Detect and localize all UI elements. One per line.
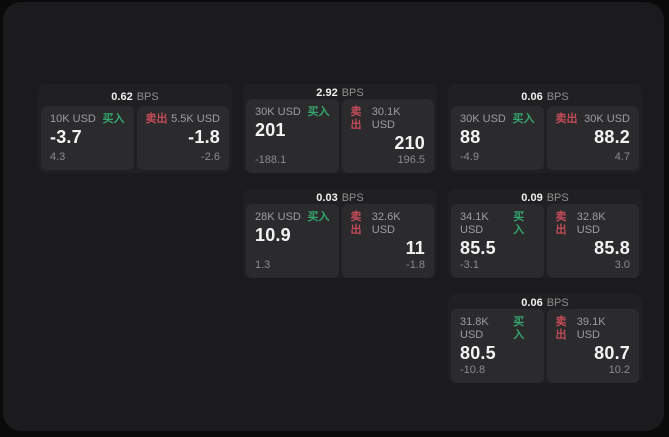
- buy-amount: 28K USD: [255, 211, 301, 223]
- buy-amount: 34.1K USD: [460, 211, 489, 236]
- sell-delta: -1.8: [406, 259, 425, 271]
- buy-amount: 31.8K USD: [460, 316, 489, 341]
- sell-delta: 10.2: [608, 364, 630, 376]
- sell-tag: 卖出: [145, 113, 168, 125]
- sell-amount: 30K USD: [584, 113, 630, 125]
- buy-price: 85.5: [460, 238, 496, 258]
- sell-tag: 卖出: [350, 211, 362, 236]
- sell-tag: 卖出: [555, 113, 578, 125]
- main-panel: 0.62 BPS 10K USD 买入 -3.7 4.3 卖出 5.5K USD: [3, 2, 664, 431]
- sell-price: 11: [405, 238, 425, 258]
- card-header: 0.06 BPS: [451, 87, 639, 106]
- bps-unit-label: BPS: [341, 192, 364, 204]
- sell-quote-tile[interactable]: 卖出 30K USD 88.2 4.7: [546, 106, 639, 170]
- bps-value: 0.09: [521, 192, 543, 204]
- card-header: 2.92 BPS: [246, 87, 434, 99]
- sell-amount: 5.5K USD: [171, 113, 220, 125]
- sell-quote-tile[interactable]: 卖出 32.6K USD 11 -1.8: [341, 204, 434, 278]
- buy-delta: 1.3: [255, 259, 271, 271]
- sell-delta: -2.6: [201, 151, 220, 163]
- buy-quote-tile[interactable]: 30K USD 买入 201 -188.1: [246, 99, 339, 173]
- bps-value: 2.92: [316, 87, 338, 99]
- bps-unit-label: BPS: [341, 87, 364, 99]
- buy-price: 88: [460, 127, 481, 147]
- card-header: 0.09 BPS: [451, 192, 639, 204]
- sell-tag: 卖出: [555, 211, 567, 236]
- sell-amount: 32.6K USD: [371, 211, 401, 236]
- sell-tag: 卖出: [350, 106, 362, 131]
- buy-quote-tile[interactable]: 31.8K USD 买入 80.5 -10.8: [451, 309, 544, 383]
- buy-price: 201: [255, 120, 286, 140]
- buy-delta: 4.3: [50, 151, 66, 163]
- sell-price: -1.8: [188, 127, 220, 147]
- sell-quote-tile[interactable]: 卖出 5.5K USD -1.8 -2.6: [136, 106, 229, 170]
- sell-price: 85.8: [594, 238, 630, 258]
- buy-tag: 买入: [513, 211, 525, 236]
- sell-delta: 3.0: [614, 259, 630, 271]
- bps-unit-label: BPS: [546, 90, 569, 103]
- sell-amount: 39.1K USD: [576, 316, 606, 341]
- bps-value: 0.06: [521, 297, 543, 309]
- buy-tag: 买入: [512, 113, 535, 125]
- quote-card: 0.03 BPS 28K USD 买入 10.9 1.3 卖出 32.6K US…: [243, 189, 437, 278]
- quote-card: 2.92 BPS 30K USD 买入 201 -188.1 卖出 30.1K …: [243, 84, 437, 173]
- buy-quote-tile[interactable]: 28K USD 买入 10.9 1.3: [246, 204, 339, 278]
- quote-card: 0.06 BPS 30K USD 买入 88 -4.9 卖出 30K USD: [448, 84, 642, 173]
- buy-delta: -3.1: [460, 259, 479, 271]
- buy-price: 80.5: [460, 343, 496, 363]
- sell-quote-tile[interactable]: 卖出 30.1K USD 210 196.5: [341, 99, 434, 173]
- sell-price: 210: [394, 133, 425, 153]
- buy-quote-tile[interactable]: 10K USD 买入 -3.7 4.3: [41, 106, 134, 170]
- buy-delta: -188.1: [255, 154, 287, 166]
- card-header: 0.03 BPS: [246, 192, 434, 204]
- quote-card: 0.62 BPS 10K USD 买入 -3.7 4.3 卖出 5.5K USD: [38, 84, 232, 173]
- sell-amount: 30.1K USD: [371, 106, 401, 131]
- buy-price: 10.9: [255, 225, 291, 245]
- buy-price: -3.7: [50, 127, 82, 147]
- sell-quote-tile[interactable]: 卖出 32.8K USD 85.8 3.0: [546, 204, 639, 278]
- bps-value: 0.06: [521, 90, 543, 103]
- sell-price: 80.7: [594, 343, 630, 363]
- buy-quote-tile[interactable]: 34.1K USD 买入 85.5 -3.1: [451, 204, 544, 278]
- bps-value: 0.03: [316, 192, 338, 204]
- sell-quote-tile[interactable]: 卖出 39.1K USD 80.7 10.2: [546, 309, 639, 383]
- buy-amount: 30K USD: [255, 106, 301, 118]
- sell-delta: 4.7: [614, 151, 630, 163]
- card-header: 0.62 BPS: [41, 87, 229, 106]
- quote-card: 0.06 BPS 31.8K USD 买入 80.5 -10.8 卖出 39.1…: [448, 294, 642, 383]
- bps-unit-label: BPS: [136, 90, 159, 103]
- bps-unit-label: BPS: [546, 192, 569, 204]
- buy-quote-tile[interactable]: 30K USD 买入 88 -4.9: [451, 106, 544, 170]
- buy-delta: -4.9: [460, 151, 479, 163]
- buy-amount: 10K USD: [50, 113, 96, 125]
- bps-value: 0.62: [111, 90, 133, 103]
- sell-tag: 卖出: [555, 316, 567, 341]
- buy-tag: 买入: [307, 106, 330, 118]
- buy-tag: 买入: [307, 211, 330, 223]
- buy-tag: 买入: [513, 316, 525, 341]
- bps-unit-label: BPS: [546, 297, 569, 309]
- sell-delta: 196.5: [397, 154, 425, 166]
- sell-price: 88.2: [594, 127, 630, 147]
- buy-delta: -10.8: [460, 364, 486, 376]
- quote-card: 0.09 BPS 34.1K USD 买入 85.5 -3.1 卖出 32.8K…: [448, 189, 642, 278]
- quote-grid: 0.62 BPS 10K USD 买入 -3.7 4.3 卖出 5.5K USD: [38, 84, 642, 383]
- buy-tag: 买入: [102, 113, 125, 125]
- buy-amount: 30K USD: [460, 113, 506, 125]
- card-header: 0.06 BPS: [451, 297, 639, 309]
- sell-amount: 32.8K USD: [576, 211, 606, 236]
